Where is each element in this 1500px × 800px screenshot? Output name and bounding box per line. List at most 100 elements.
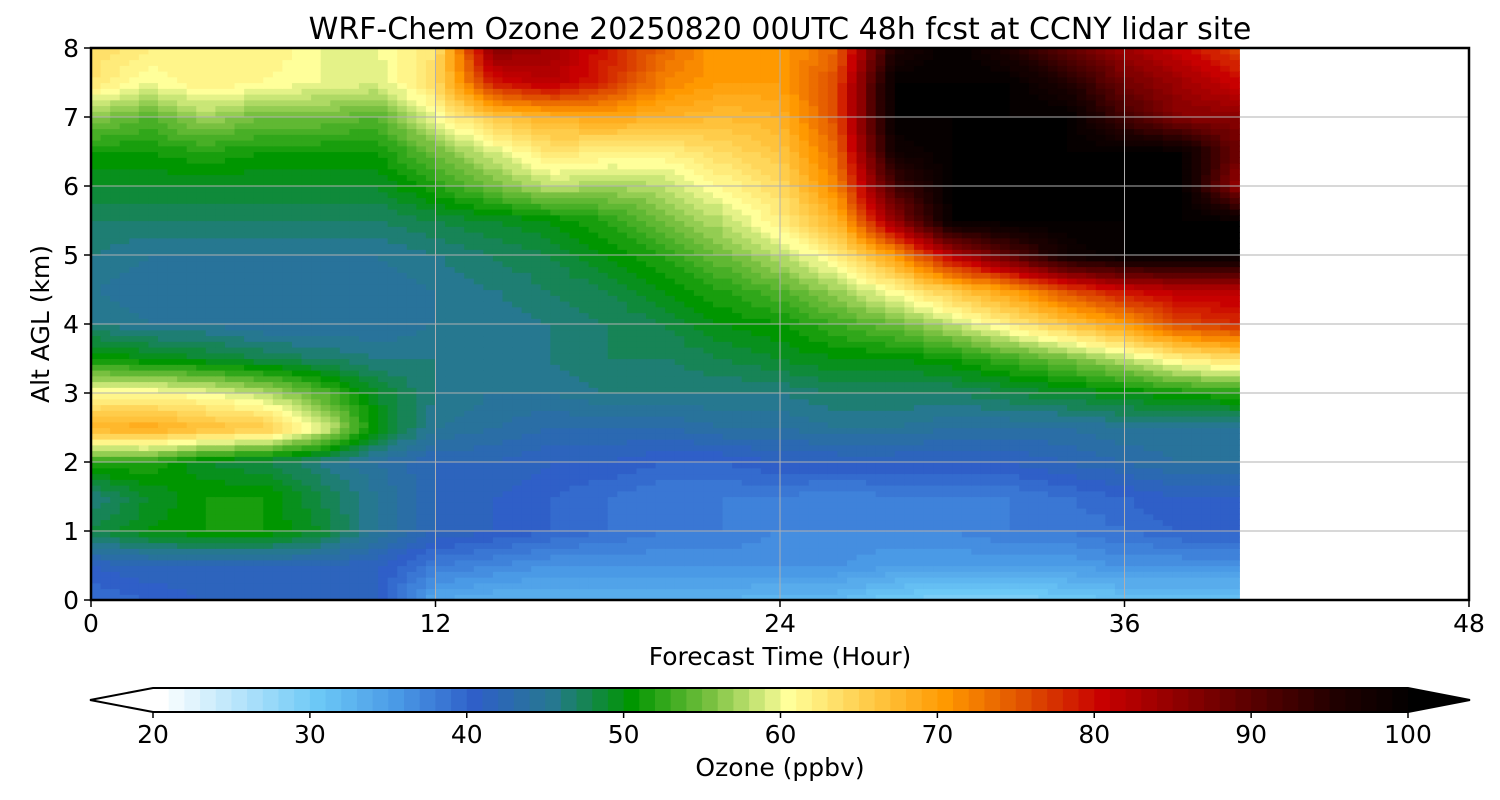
ozone-cell [559, 548, 571, 555]
ozone-cell [875, 375, 886, 383]
ozone-cell [272, 410, 283, 417]
ozone-cell [1095, 439, 1106, 446]
ozone-cell [196, 536, 207, 544]
ozone-cell [301, 404, 312, 411]
ozone-cell [167, 508, 178, 515]
ozone-cell [789, 456, 800, 463]
ozone-cell [387, 358, 398, 365]
ozone-cell [1095, 559, 1106, 567]
ozone-cell [492, 513, 504, 521]
ozone-cell [588, 387, 599, 394]
ozone-cell [205, 571, 216, 578]
ozone-cell [780, 416, 791, 423]
ozone-cell [1134, 571, 1145, 578]
ozone-cell [626, 416, 638, 423]
ozone-cell [1172, 410, 1183, 417]
ozone-cell [942, 531, 953, 538]
ozone-cell [157, 582, 169, 590]
ozone-cell [177, 577, 188, 584]
ozone-cell [1047, 439, 1059, 446]
ozone-cell [617, 531, 628, 538]
ozone-cell [827, 456, 839, 463]
ozone-cell [579, 439, 590, 446]
ozone-cell [349, 490, 360, 498]
ozone-cell [1057, 381, 1068, 388]
ozone-cell [492, 398, 504, 406]
ozone-cell [272, 508, 283, 515]
ozone-cell [904, 375, 915, 383]
ozone-cell [971, 588, 982, 595]
ozone-cell [980, 410, 992, 417]
ozone-cell [1000, 559, 1011, 567]
ozone-cell [923, 439, 934, 446]
ozone-cell [1220, 444, 1231, 452]
ozone-cell [320, 393, 331, 400]
ozone-cell [91, 387, 102, 394]
ozone-cell [904, 485, 915, 492]
ozone-cell [1162, 398, 1173, 406]
ozone-cell [234, 577, 245, 584]
ozone-cell [244, 404, 255, 411]
ozone-cell [186, 490, 197, 498]
ozone-cell [1229, 427, 1240, 434]
ozone-cell [1086, 559, 1097, 567]
ozone-cell [818, 439, 829, 446]
ozone-cell [349, 542, 360, 549]
ozone-cell [866, 467, 877, 475]
ozone-cell [186, 416, 197, 423]
ozone-cell [1162, 490, 1173, 498]
ozone-cell [502, 473, 513, 480]
ozone-cell [971, 519, 982, 526]
ozone-cell [1210, 393, 1221, 400]
ozone-cell [416, 536, 427, 544]
ozone-cell [167, 393, 178, 400]
ozone-cell [349, 467, 360, 475]
ozone-cell [846, 416, 858, 423]
ozone-cell [885, 467, 896, 475]
ozone-cell [1143, 490, 1154, 498]
ozone-cell [885, 554, 896, 561]
ozone-cell [751, 554, 762, 561]
ozone-cell [1105, 582, 1116, 590]
ozone-cell [282, 421, 293, 429]
ozone-cell [799, 588, 810, 595]
ozone-cell [875, 519, 886, 526]
ozone-cell [1201, 508, 1212, 515]
ozone-cell [1114, 404, 1126, 411]
ozone-cell [607, 427, 618, 434]
ozone-cell [894, 490, 905, 498]
ozone-cell [1038, 444, 1049, 452]
ozone-cell [655, 508, 666, 515]
ozone-cell [483, 548, 494, 555]
ozone-cell [760, 513, 772, 521]
ozone-cell [1000, 519, 1011, 526]
ozone-cell [311, 559, 322, 567]
ozone-cell [607, 398, 618, 406]
ozone-cell [636, 433, 647, 440]
ozone-cell [789, 467, 800, 475]
ozone-cell [626, 473, 638, 480]
ozone-cell [196, 479, 207, 486]
ozone-cell [263, 404, 274, 411]
ozone-cell [119, 479, 130, 486]
ozone-cell [387, 467, 398, 475]
ozone-cell [990, 582, 1001, 590]
ozone-cell [263, 370, 274, 377]
ozone-cell [751, 375, 762, 383]
ozone-cell [531, 456, 542, 463]
ozone-cell [1105, 479, 1116, 486]
ozone-cell [741, 531, 752, 538]
ozone-cell [483, 513, 494, 521]
ozone-cell [885, 490, 896, 498]
ozone-cell [540, 588, 551, 595]
ozone-cell [713, 387, 724, 394]
ozone-cell [952, 548, 963, 555]
ozone-cell [1201, 502, 1212, 509]
ozone-cell [91, 559, 102, 567]
ozone-cell [665, 508, 676, 515]
ozone-cell [856, 467, 867, 475]
ozone-cell [167, 404, 178, 411]
ozone-cell [646, 490, 657, 498]
ozone-cell [339, 416, 350, 423]
ozone-cell [894, 559, 905, 567]
